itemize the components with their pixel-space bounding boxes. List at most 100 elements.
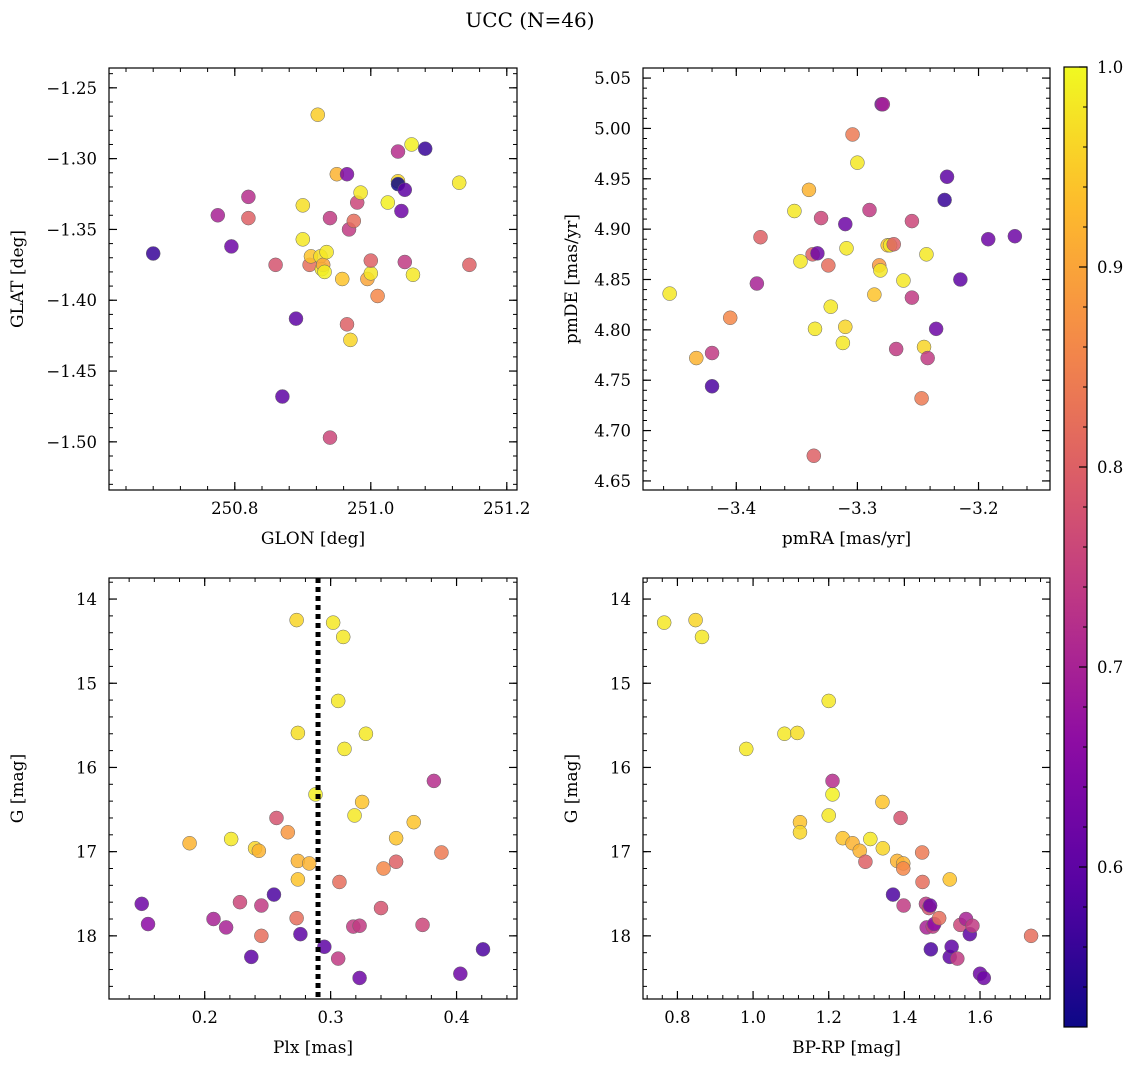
scatter-point [942,872,958,887]
scatter-point [290,725,306,741]
scatter-point [928,321,944,337]
scatter-point [944,939,959,955]
x-tick-label: 251.0 [347,499,394,518]
scatter-point [838,216,853,232]
y-axis-label: G [mag] [562,754,582,823]
x-tick-label: 0.4 [443,1008,469,1027]
scatter-point [415,917,430,933]
colorbar-tick-label: 0.7 [1097,658,1123,677]
scatter-point [914,845,930,860]
scatter-point [953,272,968,287]
panel-pmra-pmde: −3.4 −3.3 −3.2 4.65 4.70 4.75 4.80 4.85 4.90 4.95… [562,67,1051,549]
colorbar-tick-label: 0.9 [1097,258,1123,277]
scatter-point [334,271,350,287]
scatter-point [254,898,269,913]
x-tick-label: 0.2 [192,1008,218,1027]
scatter-point [295,198,311,213]
scatter-point [886,237,901,252]
scatter-point [453,966,468,981]
x-tick-label: 1.4 [891,1008,917,1027]
y-tick-label: 16 [76,758,97,777]
x-tick-label: 1.6 [967,1008,993,1027]
scatter-point [839,241,854,256]
scatter-point [825,773,840,789]
scatter-point [370,288,385,304]
scatter-point [325,615,341,630]
scatter-point [317,264,332,280]
scatter-point [330,951,346,966]
y-tick-label: −1.25 [46,79,97,98]
scatter-point [451,175,467,190]
scatter-point [823,299,839,314]
scatter-point [863,831,878,847]
colorbar-tick-label: 0.8 [1097,458,1123,477]
scatter-point [244,949,259,965]
scatter-point [965,918,980,933]
scatter-point [182,835,197,851]
scatter-point [875,841,891,856]
y-tick-label: 4.85 [594,271,631,290]
scatter-point [352,970,367,986]
y-tick-label: −1.30 [46,150,97,169]
scatter-point [895,861,911,876]
scatter-point [1007,228,1023,244]
scatter-point [885,887,901,902]
scatter-point [790,725,805,741]
scatter-point [376,861,391,876]
scatter-point [339,317,355,332]
scatter-point [346,213,362,229]
panel-glon-glat: 250.8 251.0 251.2 −1.25 −1.30 −1.35 −1.40 −1.45… [8,67,530,549]
x-tick-label: 0.3 [318,1008,344,1027]
y-tick-label: 5.05 [594,69,631,88]
x-tick-label: 0.8 [664,1008,690,1027]
panel-plx-g: 0.2 0.3 0.4 14 15 16 17 18 Plx [mas] G [mag] [8,577,518,1058]
scatter-point [873,263,888,278]
plot-frame [108,577,518,1000]
x-axis-label: BP-RP [mag] [792,1038,901,1058]
scatter-point [354,794,370,810]
scatter-point [339,166,355,182]
scatter-point [792,825,808,840]
scatter-point [417,141,433,156]
scatter-point [322,430,338,445]
scatter-point [266,887,282,902]
scatter-point [821,693,836,709]
y-tick-label: 4.65 [594,472,631,491]
scatter-point [980,231,996,247]
colorbar: 0.6 0.7 0.8 0.9 1.0 [1063,58,1123,1028]
scatter-point [845,127,860,142]
y-axis-label: GLAT [deg] [8,230,28,328]
scatter-point [310,107,326,122]
y-tick-label: 4.70 [594,422,631,441]
scatter-point [821,808,836,823]
scatter-point [322,210,338,226]
scatter-point [749,276,765,291]
scatter-point [434,845,449,860]
scatter-point [390,144,406,159]
y-tick-label: 4.80 [594,321,631,340]
x-tick-label: −3.3 [837,499,877,518]
x-axis-label: Plx [mas] [273,1038,353,1058]
scatter-point [254,928,269,944]
scatter-point [1023,928,1039,944]
y-tick-label: 17 [76,843,97,862]
scatter-point [218,920,234,935]
scatter-point [662,286,677,301]
scatter-point [888,341,904,357]
x-axis-label: pmRA [mas/yr] [782,529,911,549]
scatter-point [269,810,284,826]
y-tick-label: −1.45 [46,362,97,381]
y-tick-label: 4.75 [594,371,631,390]
scatter-point [875,97,891,112]
y-tick-label: −1.50 [46,433,97,452]
scatter-point [915,874,930,890]
scatter-point [875,794,890,810]
y-tick-label: 16 [610,758,631,777]
scatter-point [801,182,817,198]
scatter-point [337,741,352,757]
scatter-point [330,693,346,709]
scatter-point [475,942,491,957]
scatter-point [406,814,421,830]
y-tick-label: 14 [610,590,631,609]
